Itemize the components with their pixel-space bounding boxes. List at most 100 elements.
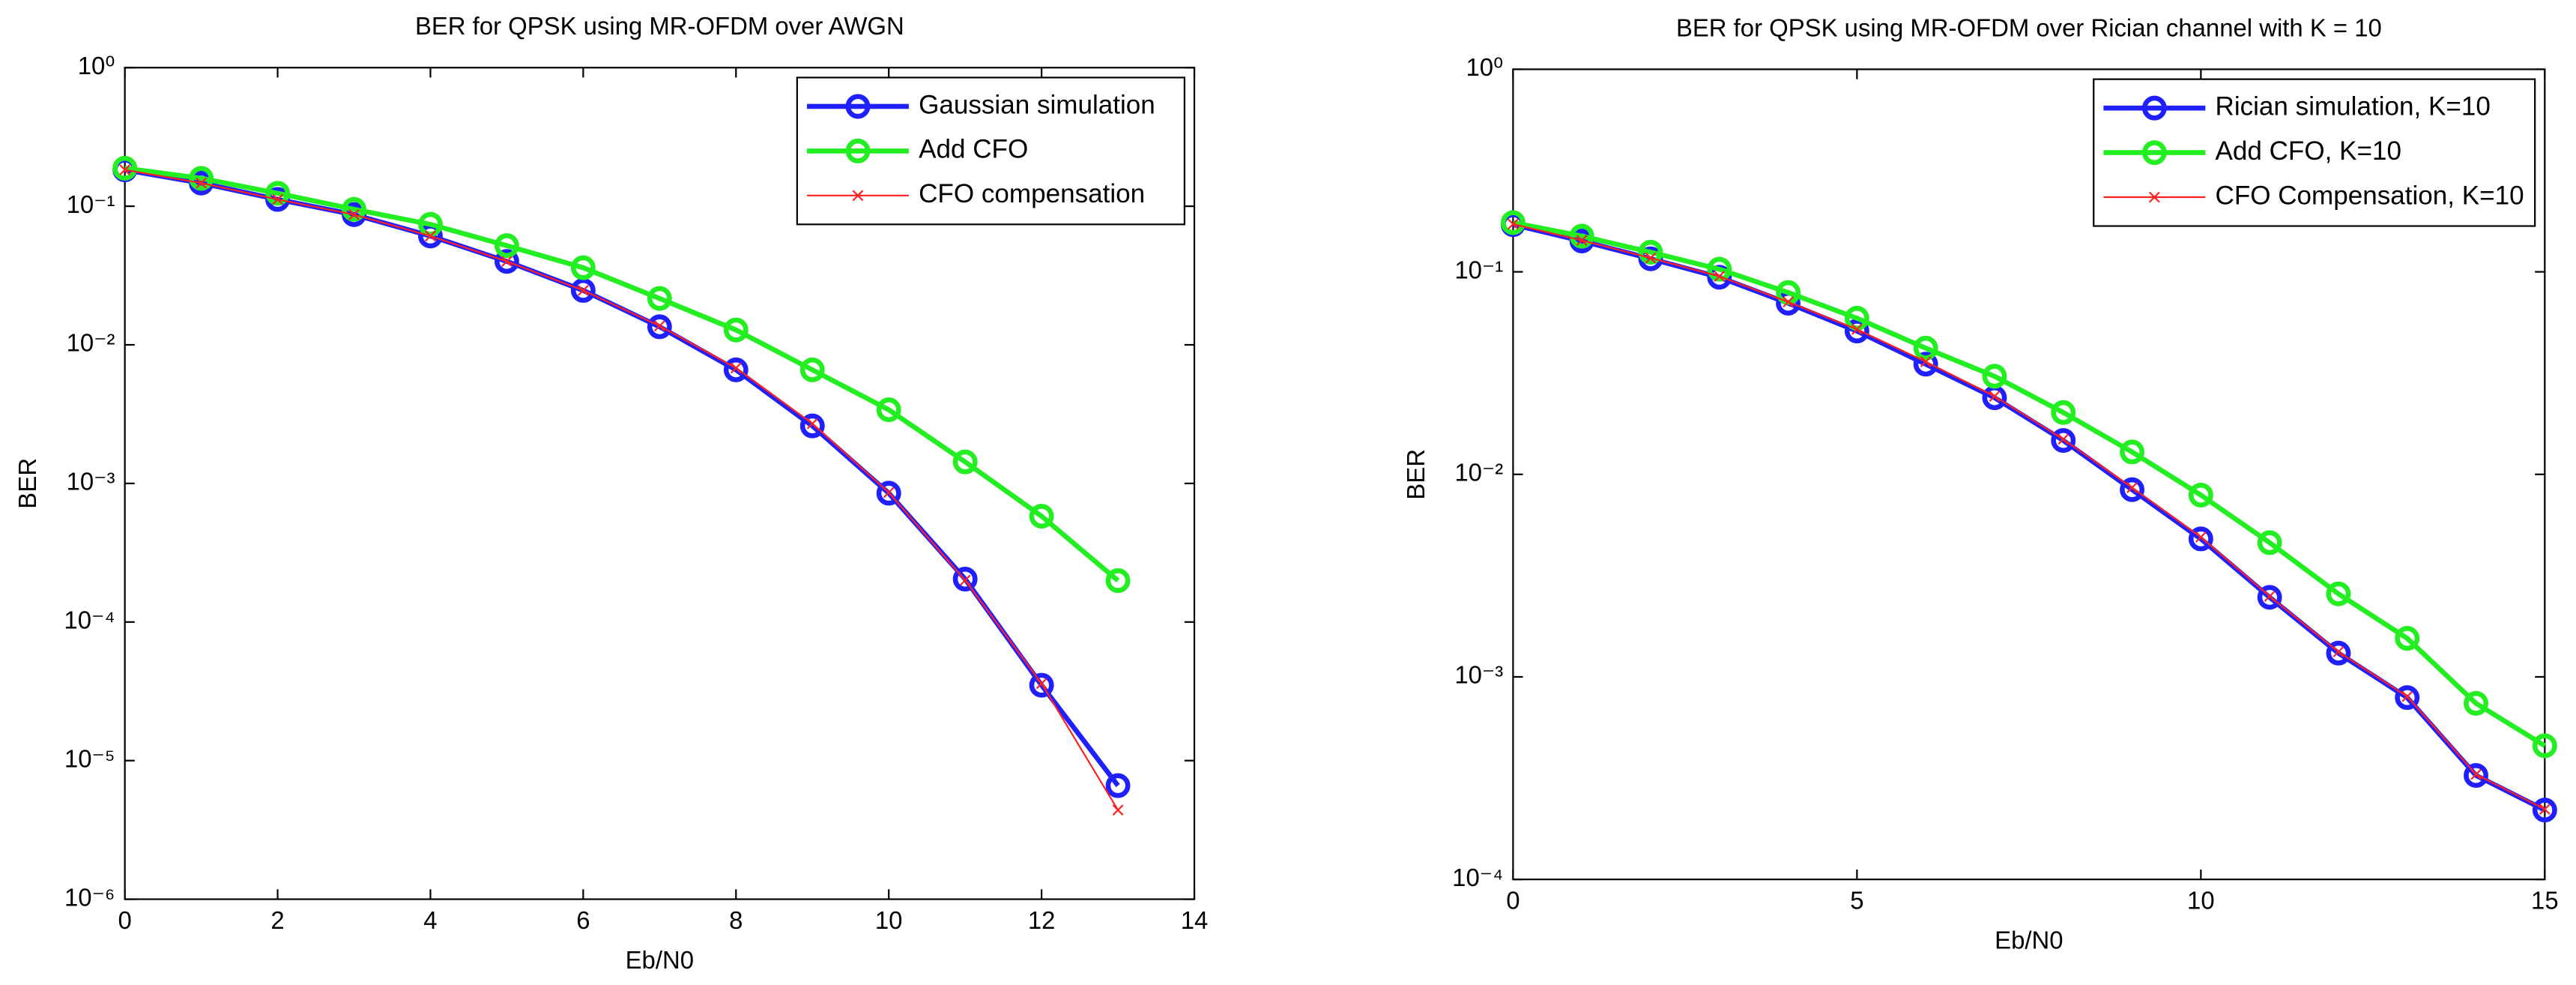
y-tick-label: 10⁻⁵ bbox=[64, 744, 115, 772]
marker bbox=[1569, 223, 1594, 249]
series-line bbox=[124, 169, 1119, 811]
legend-swatch bbox=[852, 190, 864, 202]
marker bbox=[883, 487, 895, 498]
marker bbox=[2395, 626, 2420, 651]
y-tick-label: 10⁻² bbox=[1454, 458, 1503, 486]
y-tick-label: 10⁻¹ bbox=[1454, 256, 1503, 283]
marker bbox=[2188, 526, 2213, 552]
x-tick-label: 15 bbox=[2531, 887, 2559, 915]
x-tick-label: 6 bbox=[576, 906, 590, 934]
y-axis-label: BER bbox=[1402, 449, 1430, 500]
marker bbox=[952, 449, 978, 475]
marker bbox=[196, 177, 207, 189]
marker bbox=[1035, 678, 1047, 690]
marker bbox=[1783, 296, 1794, 308]
marker bbox=[1989, 391, 2001, 402]
legend-label: CFO Compensation, K=10 bbox=[2216, 181, 2524, 210]
y-axis-label: BER bbox=[13, 458, 41, 509]
marker bbox=[1508, 218, 1519, 230]
x-tick-label: 4 bbox=[423, 906, 437, 934]
marker bbox=[1112, 804, 1124, 816]
marker bbox=[1714, 271, 1726, 283]
y-tick-label: 10⁻¹ bbox=[67, 190, 115, 218]
marker bbox=[1500, 210, 1526, 235]
y-tick-label: 10⁰ bbox=[78, 52, 115, 79]
marker bbox=[952, 567, 978, 592]
marker bbox=[570, 255, 596, 280]
y-tick-label: 10⁻⁴ bbox=[64, 606, 115, 633]
marker bbox=[1851, 323, 1863, 335]
marker bbox=[2120, 439, 2145, 465]
legend-swatch bbox=[2149, 191, 2160, 203]
marker bbox=[2539, 804, 2551, 815]
legend-label: Rician simulation, K=10 bbox=[2216, 91, 2491, 121]
marker bbox=[2126, 482, 2138, 493]
marker bbox=[1105, 568, 1131, 594]
marker bbox=[1029, 504, 1054, 529]
legend-label: Gaussian simulation bbox=[919, 90, 1155, 119]
marker bbox=[425, 230, 436, 242]
marker bbox=[2326, 581, 2351, 606]
legend-swatch bbox=[2141, 140, 2167, 166]
marker bbox=[2332, 646, 2344, 657]
marker bbox=[2395, 685, 2420, 711]
marker bbox=[2401, 690, 2413, 702]
marker bbox=[2470, 768, 2482, 780]
marker bbox=[2532, 733, 2557, 759]
legend-swatch bbox=[845, 94, 871, 119]
marker bbox=[2464, 690, 2488, 716]
marker bbox=[653, 320, 665, 332]
x-tick-label: 5 bbox=[1850, 887, 1863, 915]
marker bbox=[1105, 773, 1131, 798]
marker bbox=[723, 317, 749, 343]
x-tick-label: 10 bbox=[2187, 887, 2215, 915]
marker bbox=[647, 314, 672, 340]
marker bbox=[2058, 433, 2069, 445]
x-tick-label: 0 bbox=[118, 906, 131, 934]
chart-title: BER for QPSK using MR-OFDM over AWGN bbox=[415, 12, 904, 40]
x-tick-label: 14 bbox=[1181, 906, 1209, 934]
marker bbox=[647, 286, 672, 311]
marker bbox=[570, 277, 596, 303]
y-tick-label: 10⁻⁶ bbox=[64, 883, 115, 911]
marker bbox=[723, 357, 749, 382]
marker bbox=[265, 181, 290, 206]
chart-title: BER for QPSK using MR-OFDM over Rician c… bbox=[1676, 13, 2382, 41]
marker bbox=[2257, 530, 2282, 555]
legend-swatch bbox=[2141, 95, 2167, 121]
marker bbox=[1920, 356, 1932, 367]
marker bbox=[501, 256, 513, 268]
marker bbox=[1844, 319, 1869, 344]
x-axis-label: Eb/N0 bbox=[1995, 926, 2063, 954]
y-tick-label: 10⁻⁴ bbox=[1452, 864, 1503, 891]
marker bbox=[730, 362, 742, 374]
x-axis-label: Eb/N0 bbox=[626, 946, 694, 974]
marker bbox=[2195, 531, 2207, 543]
marker bbox=[799, 413, 825, 439]
marker bbox=[2120, 477, 2145, 502]
marker bbox=[189, 166, 214, 191]
marker bbox=[1707, 256, 1732, 282]
legend-label: Add CFO bbox=[919, 135, 1028, 164]
marker bbox=[799, 357, 825, 382]
marker bbox=[2257, 585, 2282, 610]
x-tick-label: 10 bbox=[875, 906, 903, 934]
marker bbox=[348, 208, 360, 220]
marker bbox=[2051, 428, 2076, 454]
marker bbox=[2188, 482, 2213, 507]
marker bbox=[2264, 591, 2276, 602]
marker bbox=[876, 481, 901, 506]
marker bbox=[1576, 235, 1588, 247]
x-tick-label: 0 bbox=[1506, 887, 1520, 915]
marker bbox=[1638, 239, 1663, 265]
series-line bbox=[124, 166, 1120, 583]
marker bbox=[418, 211, 443, 237]
marker bbox=[959, 574, 971, 586]
marker bbox=[272, 193, 283, 205]
marker bbox=[1029, 672, 1054, 698]
x-tick-label: 2 bbox=[270, 906, 284, 934]
marker bbox=[2464, 762, 2488, 788]
y-tick-label: 10⁻³ bbox=[1454, 661, 1503, 689]
